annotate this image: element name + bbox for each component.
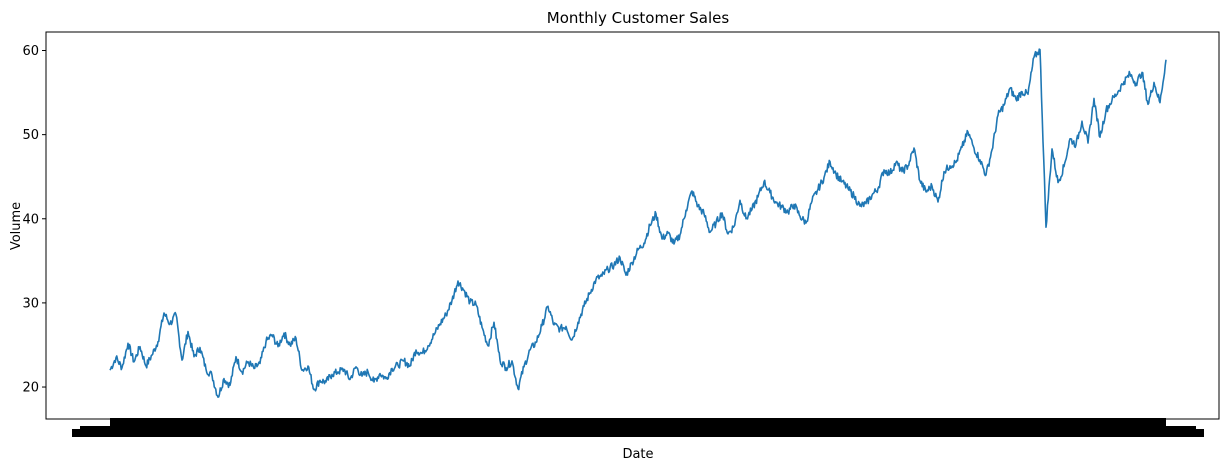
- plot-area: 20 30 40 50 60: [22, 31, 1220, 437]
- x-tick-marks-band: [110, 418, 1166, 426]
- y-tick-label: 20: [22, 381, 39, 396]
- y-axis-label: Volume: [9, 202, 24, 250]
- x-tick-labels-band-edge: [1196, 429, 1204, 437]
- y-axis: 20 30 40 50 60: [22, 44, 46, 396]
- x-axis-label: Date: [622, 447, 653, 462]
- y-tick-label: 60: [22, 44, 39, 59]
- y-tick-label: 50: [22, 128, 39, 143]
- x-tick-labels: [72, 418, 1204, 437]
- plot-frame: [45, 31, 1220, 420]
- y-tick-label: 30: [22, 296, 39, 311]
- chart-title: Monthly Customer Sales: [547, 9, 730, 27]
- series-layer: [109, 48, 1167, 398]
- y-tick-label: 40: [22, 212, 39, 227]
- x-tick-labels-band-edge: [72, 429, 80, 437]
- x-tick-labels-band: [80, 426, 1196, 437]
- series-line: [109, 48, 1167, 398]
